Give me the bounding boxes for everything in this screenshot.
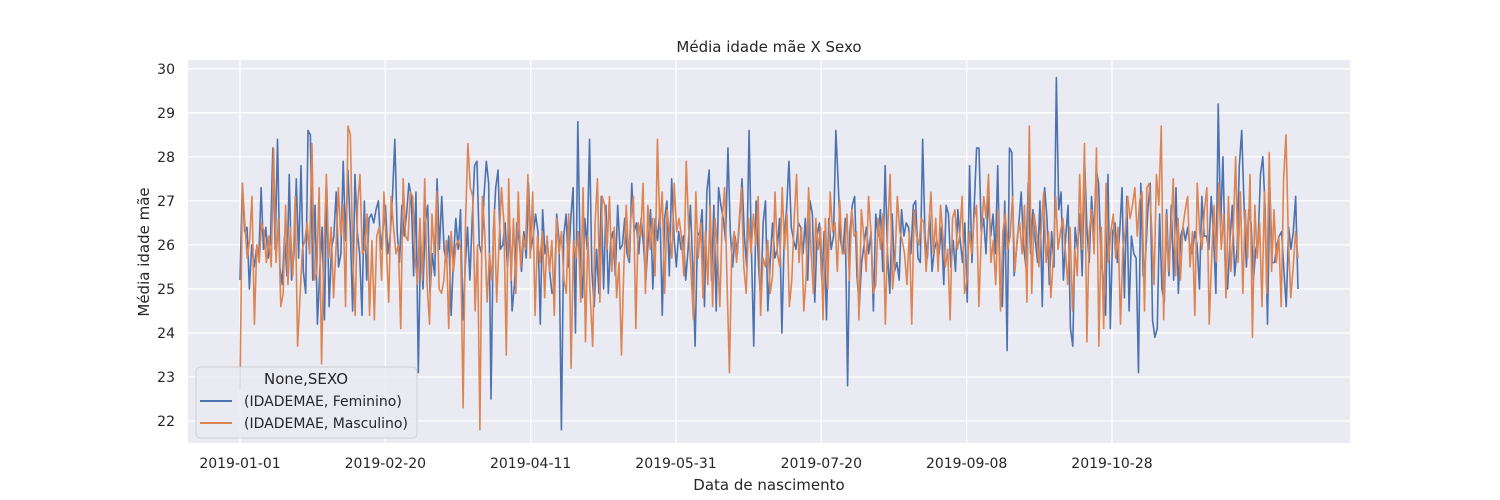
chart-title: Média idade mãe X Sexo: [676, 38, 861, 56]
series-line-masculino: [239, 125, 1299, 431]
legend: None,SEXO (IDADEMAE, Feminino) (IDADEMAE…: [195, 366, 418, 439]
x-tick-label: 2019-01-01: [199, 456, 280, 472]
y-tick-label: 28: [157, 150, 175, 166]
x-tick-label: 2019-05-31: [635, 456, 716, 472]
legend-box: [195, 366, 418, 439]
legend-title: None,SEXO: [264, 370, 348, 388]
series-layer: [239, 76, 1299, 431]
y-tick-label: 25: [157, 282, 175, 298]
x-tick-label: 2019-10-28: [1071, 456, 1152, 472]
x-tick-label: 2019-07-20: [781, 456, 862, 472]
legend-label-masculino: (IDADEMAE, Masculino): [244, 416, 408, 432]
y-tick-labels: 22 23 24 25 26 27 28 29 30: [157, 62, 175, 430]
y-tick-label: 26: [157, 238, 175, 254]
y-tick-label: 27: [157, 194, 175, 210]
x-tick-label: 2019-09-08: [926, 456, 1007, 472]
y-axis-label: Média idade mãe: [135, 187, 153, 316]
y-tick-label: 23: [157, 370, 175, 386]
y-tick-label: 24: [157, 326, 175, 342]
y-tick-label: 22: [157, 414, 175, 430]
x-tick-label: 2019-04-11: [490, 456, 571, 472]
x-tick-label: 2019-02-20: [345, 456, 426, 472]
y-tick-label: 30: [157, 62, 175, 78]
y-tick-label: 29: [157, 106, 175, 122]
series-line-feminino: [239, 76, 1299, 431]
legend-label-feminino: (IDADEMAE, Feminino): [244, 394, 402, 410]
x-tick-labels: 2019-01-01 2019-02-20 2019-04-11 2019-05-31…: [199, 456, 1152, 472]
x-axis-label: Data de nascimento: [693, 476, 844, 494]
